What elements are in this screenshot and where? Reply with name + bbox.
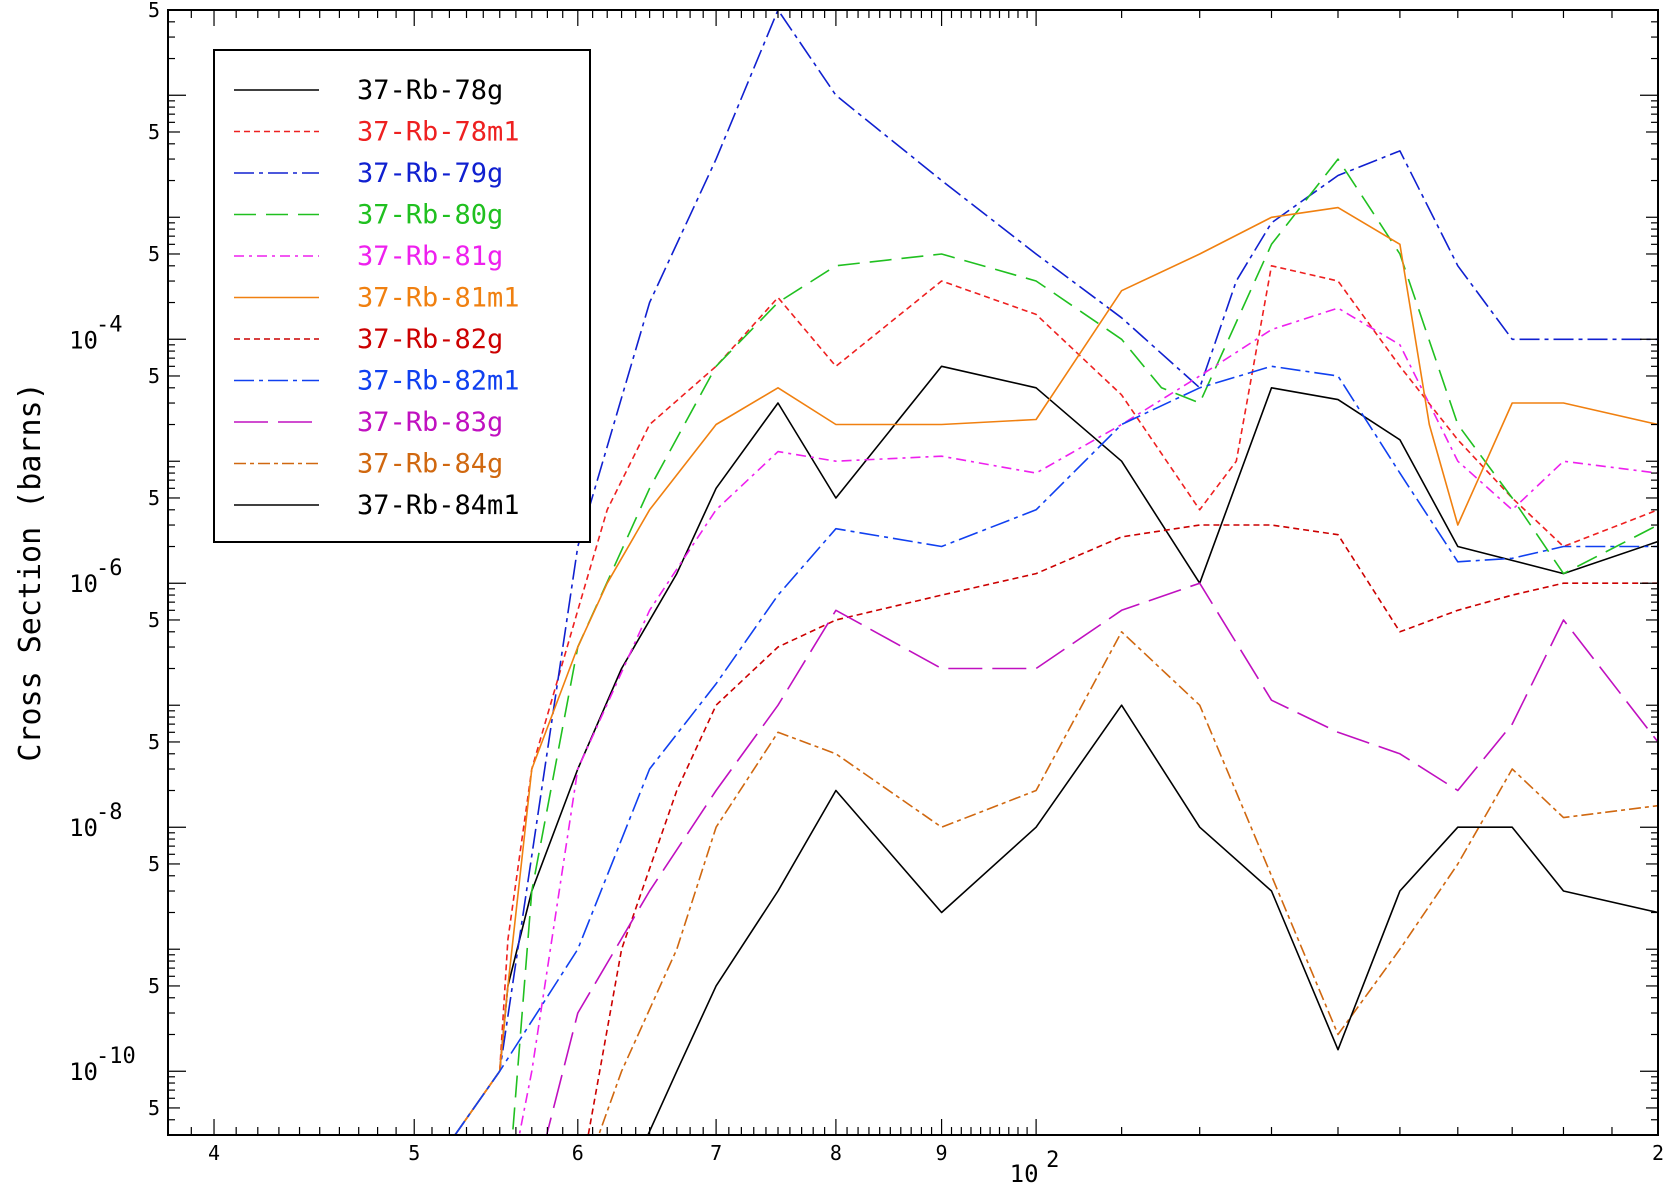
series-line-7: [587, 524, 1658, 1135]
series-line-3: [454, 10, 1658, 1135]
y-tick-label: 5: [148, 852, 160, 876]
y-tick-label: 10: [69, 570, 98, 598]
legend-label: 37-Rb-82m1: [357, 366, 520, 397]
y-axis-label: Cross Section (barns): [13, 382, 48, 761]
x-tick-label: 8: [830, 1141, 842, 1165]
legend-label: 37-Rb-84m1: [357, 490, 520, 521]
series-line-11: [647, 704, 1658, 1135]
x-tick-label: 9: [936, 1141, 948, 1165]
x-tick-exponent: 2: [1046, 1148, 1059, 1173]
y-tick-label: 5: [148, 1096, 160, 1120]
series-line-1: [454, 365, 1658, 1135]
series-layer: [454, 10, 1658, 1135]
y-tick-label: 5: [148, 730, 160, 754]
y-tick-label: 5: [148, 608, 160, 632]
legend-label: 37-Rb-78m1: [357, 117, 520, 148]
legend-label: 37-Rb-82g: [357, 324, 503, 355]
x-tick-label: 2: [1652, 1141, 1663, 1165]
legend-label: 37-Rb-83g: [357, 407, 503, 438]
series-line-8: [454, 365, 1658, 1135]
x-tick-label: 7: [710, 1141, 722, 1165]
legend-label: 37-Rb-84g: [357, 449, 503, 480]
series-line-2: [454, 264, 1658, 1135]
y-tick-label: 5: [148, 120, 160, 144]
plot-frame: [167, 9, 1659, 1136]
x-tick-label: 10: [1010, 1160, 1039, 1188]
series-line-5: [518, 307, 1658, 1135]
y-tick-exponent: -6: [96, 556, 123, 581]
series-line-10: [597, 630, 1658, 1135]
series-line-6: [454, 206, 1658, 1135]
y-tick-exponent: -10: [96, 1044, 136, 1069]
y-tick-label: 10: [69, 814, 98, 842]
y-tick-exponent: -8: [96, 800, 123, 825]
legend-label: 37-Rb-79g: [357, 158, 503, 189]
x-tick-label: 5: [408, 1141, 420, 1165]
y-tick-label: 5: [148, 974, 160, 998]
ticks-layer: [167, 9, 1659, 1136]
legend-label: 37-Rb-80g: [357, 200, 503, 231]
series-line-9: [545, 582, 1658, 1135]
series-line-4: [511, 158, 1658, 1135]
y-tick-label: 10: [69, 326, 98, 354]
y-tick-label: 10: [69, 1058, 98, 1086]
y-tick-label: 5: [148, 486, 160, 510]
y-tick-label: 5: [148, 364, 160, 388]
legend: 37-Rb-78g 37-Rb-78m1 37-Rb-79g 37-Rb-80g 37-…: [213, 49, 591, 543]
y-tick-label: 5: [148, 242, 160, 266]
x-tick-label: 4: [208, 1141, 220, 1165]
legend-label: 37-Rb-81m1: [357, 283, 520, 314]
y-tick-exponent: -4: [96, 312, 123, 337]
y-tick-label: 5: [148, 0, 160, 22]
x-tick-label: 6: [572, 1141, 584, 1165]
legend-label: 37-Rb-78g: [357, 75, 503, 106]
legend-label: 37-Rb-81g: [357, 241, 503, 272]
